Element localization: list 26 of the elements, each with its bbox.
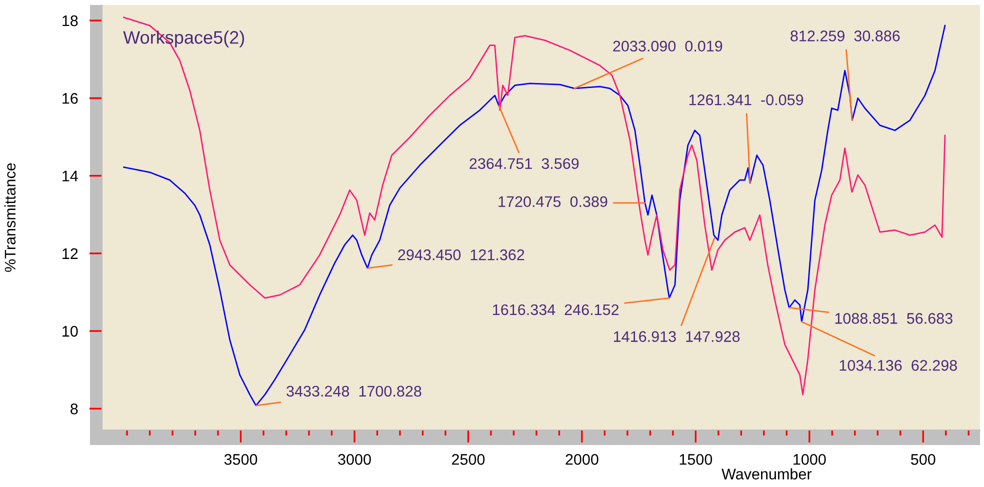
annotation: 3433.248 1700.828 (286, 386, 422, 397)
y-tick-label: 14 (62, 170, 78, 182)
annotation: 1416.913 147.928 (614, 331, 740, 342)
x-tick-label: 500 (911, 454, 936, 465)
x-tick-label: 2000 (566, 454, 598, 465)
x-tick-label: 1000 (794, 454, 826, 465)
y-tick-label: 18 (62, 15, 78, 26)
y-tick-label: 8 (70, 404, 78, 414)
annotation: 1261.341 -0.059 (689, 94, 804, 106)
x-tick-label: 3000 (338, 454, 371, 465)
y-tick-label: 10 (62, 326, 78, 337)
annotation: 2943.450 121.362 (398, 249, 524, 260)
x-tick-label: 1500 (680, 454, 712, 465)
annotation: 1034.136 62.298 (840, 360, 957, 371)
annotation: 1720.475 0.389 (498, 196, 608, 208)
annotation: 812.259 30.886 (790, 30, 900, 42)
y-tick-label: 16 (62, 93, 78, 104)
annotation: 1088.851 56.683 (835, 313, 952, 324)
annotation: 2033.090 0.019 (613, 40, 722, 52)
x-tick-label: 3500 (224, 454, 258, 465)
annotation: 1616.334 246.152 (493, 304, 619, 316)
y-tick-label: 12 (62, 248, 78, 259)
annotation: 2364.751 3.569 (470, 158, 579, 170)
x-axis-title: Wavenumber (722, 468, 812, 480)
x-tick-label: 2500 (452, 454, 485, 465)
y-axis-title: %Transmittance (4, 163, 16, 272)
